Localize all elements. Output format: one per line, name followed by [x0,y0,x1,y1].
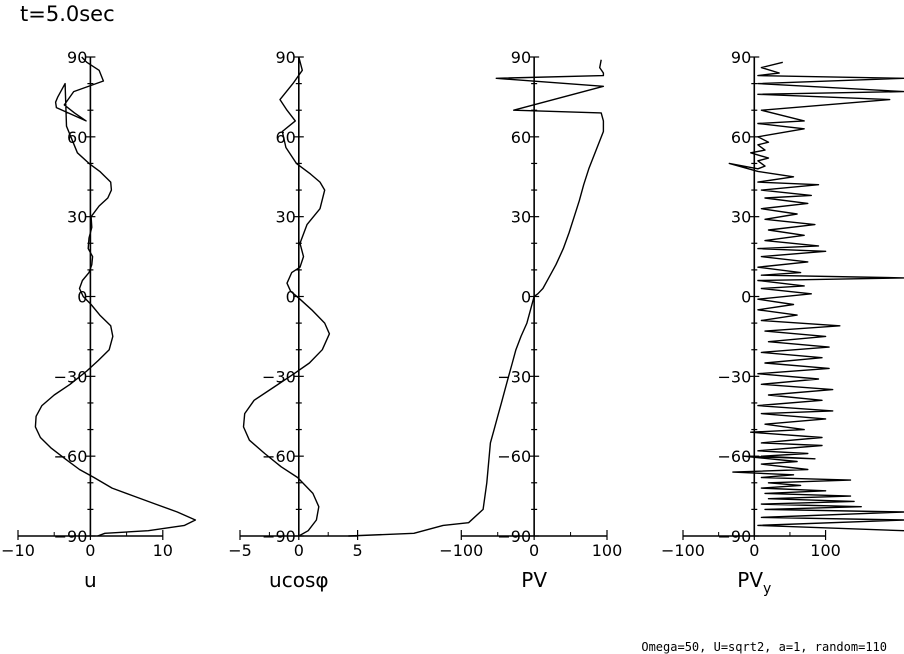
y-tick-label: −90 [262,527,296,546]
x-axis-label-text: PV [737,568,763,592]
x-axis-label-text: u [84,568,97,592]
x-tick-label: −5 [228,541,252,560]
x-axis-label-text: PV [521,568,547,592]
parameter-footnote: Omega=50, U=sqrt2, a=1, random=110 [641,640,887,654]
y-tick-label: 0 [77,288,87,307]
y-tick-label: 30 [511,208,531,227]
y-tick-label: −60 [54,447,88,466]
x-axis-label: PVy [737,568,771,597]
y-tick-label: −30 [54,367,88,386]
y-tick-label: 30 [731,208,751,227]
y-tick-label: 0 [521,288,531,307]
y-tick-label: 60 [67,128,87,147]
y-tick-label: −30 [718,367,752,386]
data-series-line [728,61,904,532]
y-tick-label: −90 [497,527,531,546]
panel-4: 90 60 30 0 −30 −60 −90 −100 0 100 PVy [661,48,904,597]
x-axis-label: ucosφ [269,568,329,592]
x-tick-label: 5 [353,541,363,560]
x-tick-label: 100 [592,541,623,560]
panel-2: 90 60 30 0 −30 −60 −90 −5 0 5 ucosφ [228,48,362,592]
y-tick-label: 30 [67,208,87,227]
y-tick-label: 90 [511,48,531,67]
y-tick-label: 90 [275,48,295,67]
y-tick-label: −30 [497,367,531,386]
x-tick-label: 0 [85,541,95,560]
y-tick-label: 60 [731,128,751,147]
y-tick-label: −90 [54,527,88,546]
figure-title: t=5.0sec [20,2,115,26]
x-tick-label: 0 [749,541,759,560]
x-tick-label: 0 [294,541,304,560]
y-tick-label: −60 [262,447,296,466]
x-tick-label: 10 [153,541,173,560]
y-tick-label: 60 [275,128,295,147]
y-tick-label: −30 [262,367,296,386]
y-tick-label: −60 [497,447,531,466]
x-axis-label-text: ucosφ [269,568,329,592]
x-tick-label: −100 [661,541,705,560]
y-tick-label: 0 [741,288,751,307]
data-series-line [348,59,605,537]
y-tick-label: 0 [286,288,296,307]
x-axis-label-subscript: y [763,581,771,597]
x-tick-label: −100 [439,541,483,560]
x-tick-label: 0 [529,541,539,560]
y-tick-label: 90 [67,48,87,67]
data-series-line [242,56,331,537]
y-tick-label: 90 [731,48,751,67]
y-tick-label: 30 [275,208,295,227]
x-tick-label: 100 [810,541,841,560]
y-tick-label: −60 [718,447,752,466]
y-tick-label: −90 [718,527,752,546]
data-series-line [34,56,197,537]
x-tick-label: −10 [1,541,35,560]
panel-1: 90 60 30 0 −30 −60 −90 −10 0 10 u [1,48,197,592]
x-axis-label: u [84,568,97,592]
y-tick-label: 60 [511,128,531,147]
x-axis-label: PV [521,568,547,592]
panel-3: 90 60 30 0 −30 −60 −90 −100 0 100 PV [348,48,622,592]
